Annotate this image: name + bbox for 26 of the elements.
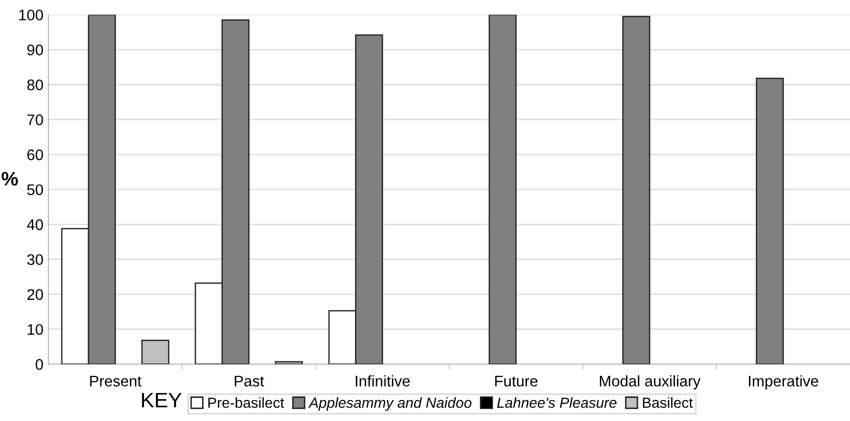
y-tick-label: 0 xyxy=(36,359,43,370)
y-tick-label: 90 xyxy=(27,44,43,56)
bar xyxy=(488,14,517,364)
x-tick-label: Infinitive xyxy=(356,375,410,386)
legend-label: Pre-basilect xyxy=(208,397,284,408)
x-tick-label: Past xyxy=(234,376,264,386)
y-tick-label: 70 xyxy=(27,114,43,126)
bar xyxy=(756,78,784,364)
bar xyxy=(622,16,650,364)
y-axis-title: % xyxy=(2,172,18,186)
y-tick-label: 60 xyxy=(27,149,43,160)
legend-label: Applesammy and Naidoo xyxy=(308,397,472,411)
y-tick-label: 50 xyxy=(27,184,43,196)
x-tick-label: Future xyxy=(495,376,538,386)
x-tick-label: Present xyxy=(90,376,142,386)
x-tick-label: Imperative xyxy=(748,375,818,390)
y-tick-label: 20 xyxy=(27,289,43,300)
legend-title: KEY xyxy=(142,392,182,408)
legend-label: Basilect xyxy=(643,397,693,408)
legend-label: Lahnee's Pleasure xyxy=(497,397,616,408)
y-tick-label: 40 xyxy=(26,219,43,230)
y-tick-label: 30 xyxy=(27,254,43,266)
x-tick-label: Modal auxiliary xyxy=(600,375,701,390)
y-tick-label: 100 xyxy=(19,10,43,20)
y-tick-label: 10 xyxy=(28,324,43,335)
y-tick-label: 80 xyxy=(27,79,43,90)
